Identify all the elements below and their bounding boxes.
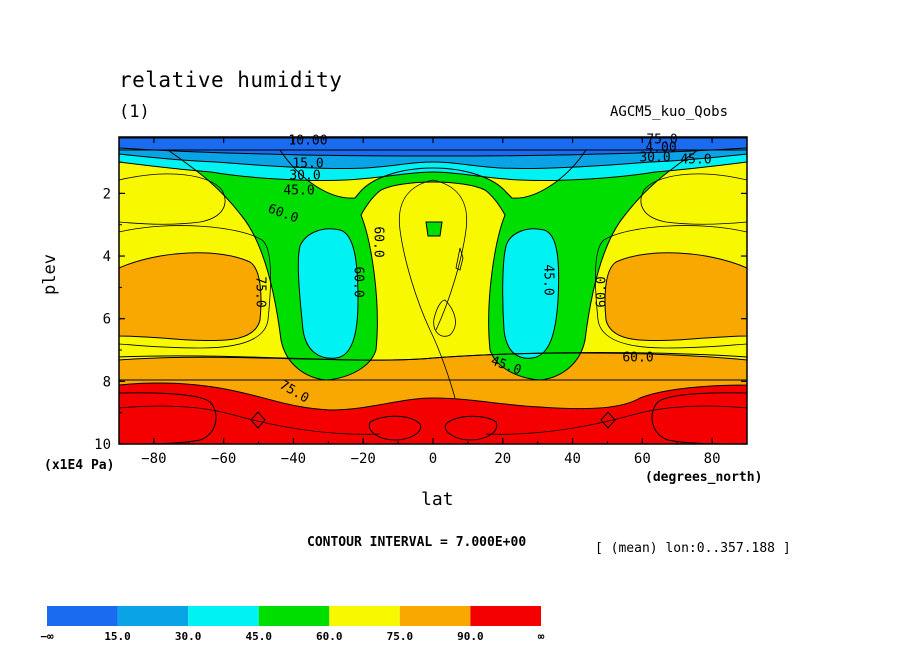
contour-line bbox=[119, 137, 747, 157]
contour-line bbox=[119, 149, 747, 361]
band-above-90-patch-a bbox=[369, 416, 421, 440]
colorbar-label: 60.0 bbox=[316, 630, 343, 643]
band-above-90-left bbox=[119, 392, 216, 444]
contour-line bbox=[502, 228, 560, 359]
colorbar-label: −∞ bbox=[40, 630, 54, 643]
y-tick-label: 4 bbox=[103, 249, 111, 265]
band-below-15 bbox=[119, 137, 747, 156]
contour-label: 30.0 bbox=[289, 169, 320, 184]
contour-label: 75.0 bbox=[253, 276, 268, 307]
mean-note: [ (mean) lon:0..357.188 ] bbox=[595, 541, 791, 556]
colorbar-swatch bbox=[470, 606, 541, 626]
contour-line bbox=[119, 149, 747, 182]
x-tick-label: 80 bbox=[704, 451, 721, 467]
colorbar-swatch bbox=[47, 606, 118, 626]
x-tick-label: −80 bbox=[141, 451, 166, 467]
contour-line bbox=[432, 179, 468, 331]
contour-line bbox=[166, 149, 700, 381]
chart-subtitle: (1) bbox=[119, 102, 150, 122]
run-name: AGCM5_kuo_Qobs bbox=[610, 104, 729, 120]
contour-line bbox=[604, 252, 747, 342]
contour-label: 45.0 bbox=[283, 184, 314, 199]
contour-line bbox=[594, 225, 747, 349]
band-30-45-right bbox=[502, 228, 559, 359]
band-75-90 bbox=[119, 352, 747, 410]
contour-line bbox=[433, 299, 456, 337]
contour-line bbox=[640, 173, 747, 225]
x-axis-label: lat bbox=[421, 489, 454, 510]
contour-label: 60.0 bbox=[595, 276, 610, 307]
y-tick-label: 6 bbox=[103, 312, 111, 328]
x-tick-label: 0 bbox=[429, 451, 437, 467]
band-60-45-center bbox=[426, 222, 442, 236]
x-tick-label: −20 bbox=[351, 451, 376, 467]
x-tick-label: −60 bbox=[211, 451, 236, 467]
x-tick-label: 40 bbox=[564, 451, 581, 467]
contour-label: 60.0 bbox=[351, 266, 366, 297]
x-tick-label: 60 bbox=[634, 451, 651, 467]
contour-label: 45.0 bbox=[680, 153, 711, 168]
colorbar-label: 90.0 bbox=[457, 630, 484, 643]
contour-line bbox=[119, 252, 262, 342]
x-tick-label: 20 bbox=[494, 451, 511, 467]
colorbar-swatch bbox=[399, 606, 471, 626]
contour-line bbox=[119, 225, 272, 349]
x-tick-label: −40 bbox=[281, 451, 306, 467]
contour-line bbox=[398, 179, 456, 399]
colorbar-label: ∞ bbox=[538, 630, 545, 643]
contour-line bbox=[485, 405, 747, 435]
contour-line bbox=[297, 228, 359, 359]
band-above-90-right bbox=[652, 392, 747, 444]
colorbar-label: 30.0 bbox=[175, 630, 202, 643]
contour-label: 4.00 bbox=[645, 141, 676, 156]
x-axis-unit: (degrees_north) bbox=[645, 470, 763, 485]
band-75-90-right bbox=[605, 252, 747, 341]
band-30-45-left bbox=[298, 228, 358, 359]
band-75-90-left bbox=[119, 252, 261, 341]
band-45-60 bbox=[168, 150, 698, 380]
contour-line bbox=[455, 247, 464, 271]
contour-label: 45.0 bbox=[541, 264, 556, 295]
chart-title: relative humidity bbox=[119, 68, 343, 92]
contour-label: 60.0 bbox=[622, 351, 653, 366]
colorbar-label: 45.0 bbox=[245, 630, 272, 643]
colorbar-label: 75.0 bbox=[387, 630, 414, 643]
contour-line bbox=[600, 411, 616, 429]
contour-label: 15.0 bbox=[292, 157, 323, 172]
colorbar-label: 15.0 bbox=[104, 630, 131, 643]
colorbar-swatch bbox=[329, 606, 400, 626]
contour-label: 30.0 bbox=[639, 151, 670, 166]
y-axis-unit: (x1E4 Pa) bbox=[44, 458, 115, 473]
y-tick-label: 2 bbox=[103, 186, 111, 202]
contour-label: 10.00 bbox=[288, 134, 327, 149]
colorbar-swatch bbox=[188, 606, 259, 626]
contour-label: 60.0 bbox=[371, 226, 386, 257]
contour-interval: CONTOUR INTERVAL = 7.000E+00 bbox=[307, 535, 527, 550]
colorbar-swatch bbox=[258, 606, 330, 626]
contour-line bbox=[119, 405, 381, 435]
contour-line bbox=[444, 415, 498, 441]
contour-line bbox=[119, 173, 226, 225]
colorbar-swatch bbox=[117, 606, 189, 626]
y-tick-label: 10 bbox=[94, 437, 111, 453]
contour-line bbox=[250, 411, 266, 429]
contour-line bbox=[119, 137, 747, 170]
contour-line bbox=[425, 221, 443, 237]
band-above-90-patch-b bbox=[445, 416, 497, 440]
y-tick-label: 8 bbox=[103, 374, 111, 390]
contour-line bbox=[368, 415, 422, 441]
